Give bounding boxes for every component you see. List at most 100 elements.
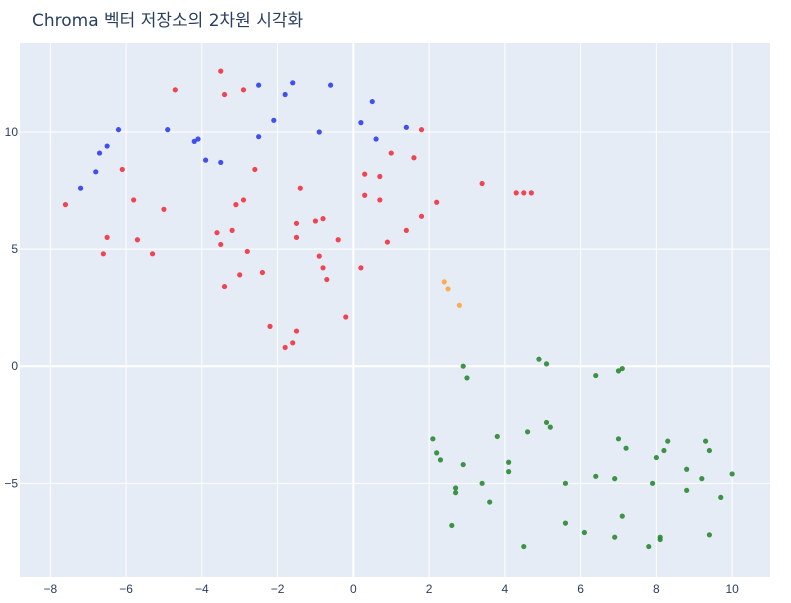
data-point (543, 361, 550, 367)
x-tick-label: 2 (426, 582, 433, 596)
data-point (100, 251, 106, 257)
x-tick-label: −4 (195, 582, 209, 596)
data-point (623, 445, 629, 451)
data-point (619, 513, 625, 519)
data-point (165, 127, 171, 133)
data-point (441, 279, 447, 285)
data-point (203, 157, 209, 163)
data-point (384, 239, 391, 245)
data-point (229, 227, 235, 233)
data-point (479, 180, 485, 187)
x-tick-label: 6 (577, 582, 584, 596)
data-point (703, 438, 709, 444)
y-tick-labels: −5 0 5 10 (4, 125, 18, 490)
data-point (506, 469, 512, 475)
data-point (221, 91, 228, 98)
data-point (312, 218, 319, 224)
data-point (316, 129, 322, 135)
series-3 (430, 356, 735, 550)
data-point (619, 365, 625, 372)
data-point (403, 124, 409, 130)
data-point (290, 80, 296, 86)
grid-lines (20, 43, 770, 577)
data-point (320, 265, 326, 271)
data-point (456, 302, 462, 308)
y-tick-label: 5 (11, 242, 18, 256)
data-point (149, 251, 156, 257)
data-point (699, 476, 705, 482)
data-point (612, 476, 618, 482)
data-point (434, 450, 440, 456)
data-point (252, 166, 258, 173)
data-point (434, 199, 440, 205)
data-point (665, 438, 671, 444)
data-point (684, 466, 690, 472)
data-point (464, 375, 470, 381)
data-point (343, 314, 349, 320)
data-point (562, 480, 569, 486)
data-point (718, 494, 724, 500)
data-point (195, 136, 201, 142)
data-point (256, 82, 262, 88)
data-point (282, 344, 288, 351)
data-point (653, 454, 659, 461)
data-point (649, 480, 656, 486)
data-point (453, 490, 459, 496)
data-point (593, 372, 599, 379)
data-point (453, 485, 459, 491)
data-point (506, 459, 512, 465)
data-point (449, 522, 455, 529)
data-point (661, 447, 667, 454)
data-point (418, 127, 425, 133)
data-point (479, 480, 485, 486)
data-point (282, 91, 288, 98)
data-point (244, 248, 250, 255)
data-point (460, 363, 466, 369)
data-point (328, 82, 334, 88)
data-point (134, 237, 141, 243)
data-point (373, 136, 379, 142)
data-point (293, 220, 300, 226)
data-point (460, 461, 466, 468)
data-point (547, 424, 553, 430)
data-point (403, 227, 409, 233)
data-point (411, 155, 417, 161)
data-point (593, 473, 599, 479)
data-point (297, 185, 303, 191)
data-point (358, 265, 364, 271)
data-point (362, 171, 368, 177)
data-point (191, 138, 197, 144)
series-0 (78, 80, 409, 191)
data-point (335, 237, 341, 243)
data-point (615, 368, 622, 374)
data-point (445, 286, 451, 292)
chart-title: Chroma 벡터 저장소의 2차원 시각화 (32, 11, 304, 31)
y-tick-label: −5 (4, 476, 18, 490)
x-tick-label: −2 (271, 582, 285, 596)
x-tick-label: 0 (350, 582, 357, 596)
data-point (221, 283, 228, 290)
data-point (388, 150, 394, 156)
data-point (78, 185, 84, 191)
y-tick-label: 0 (11, 359, 18, 373)
data-point (214, 230, 220, 236)
x-tick-labels: −8 −6 −4 −2 0 2 4 6 8 10 (43, 582, 739, 596)
data-point (259, 269, 266, 276)
data-point (487, 499, 493, 505)
data-point (233, 202, 239, 208)
data-point (172, 87, 178, 93)
x-tick-label: 8 (653, 582, 660, 596)
data-point (657, 536, 663, 543)
data-point (646, 543, 652, 550)
data-point (377, 197, 383, 203)
data-point (684, 487, 690, 493)
data-point (267, 323, 273, 329)
data-point (513, 190, 519, 196)
data-point (115, 127, 122, 133)
data-point (562, 520, 569, 526)
data-point (320, 216, 326, 222)
data-point (96, 150, 103, 156)
data-point (293, 328, 300, 334)
x-tick-label: 4 (502, 582, 509, 596)
